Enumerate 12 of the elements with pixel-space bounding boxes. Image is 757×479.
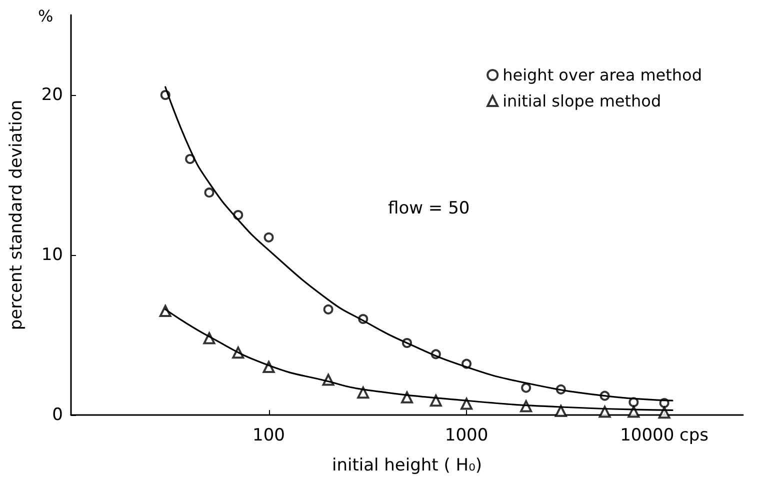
text: % bbox=[38, 6, 54, 26]
x-tick-label: 10000 cps bbox=[620, 426, 709, 446]
annotation: flow = 50 bbox=[388, 198, 470, 218]
x-axis-title: initial height ( H₀) bbox=[332, 456, 482, 476]
x-tick-label: 1000 bbox=[444, 426, 488, 446]
y-tick-label: 20 bbox=[41, 85, 63, 105]
x-tick-label: 100 bbox=[252, 426, 285, 446]
legend-label: initial slope method bbox=[502, 92, 662, 110]
y-tick-label: 10 bbox=[41, 245, 63, 265]
y-axis-title: percent standard deviation bbox=[6, 100, 26, 330]
legend-label: height over area method bbox=[502, 66, 702, 84]
y-tick-label: 0 bbox=[52, 405, 63, 425]
